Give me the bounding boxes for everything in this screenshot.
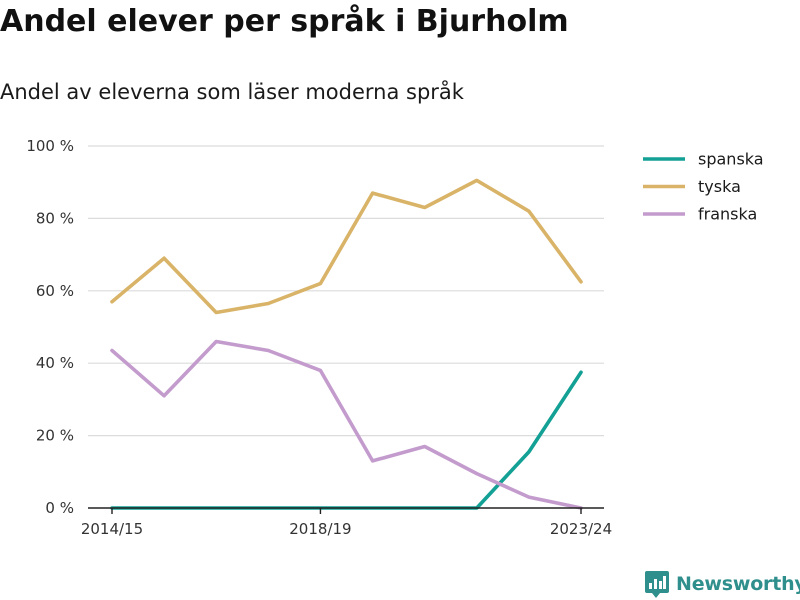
grid-lines: 0 % 20 % 40 % 60 % 80 % 100 % bbox=[26, 137, 604, 517]
legend-label-spanska: spanska bbox=[698, 150, 764, 169]
newsworthy-logo-icon bbox=[645, 571, 669, 598]
y-tick-label: 100 % bbox=[26, 137, 74, 155]
newsworthy-brand: Newsworthy bbox=[644, 568, 800, 600]
y-tick-label: 0 % bbox=[45, 499, 74, 517]
x-tick-label: 2018/19 bbox=[289, 520, 351, 538]
legend-label-tyska: tyska bbox=[698, 177, 741, 196]
y-tick-label: 40 % bbox=[36, 354, 74, 372]
x-axis: 2014/15 2018/19 2023/24 bbox=[81, 507, 612, 538]
series-line-franska bbox=[110, 339, 583, 510]
legend-label-franska: franska bbox=[698, 205, 757, 224]
chart-subtitle: Andel av eleverna som läser moderna språ… bbox=[0, 80, 464, 104]
chart-title: Andel elever per språk i Bjurholm bbox=[0, 4, 569, 39]
legend: spanska tyska franska bbox=[643, 150, 764, 224]
brand-name: Newsworthy bbox=[676, 573, 800, 595]
series-lines bbox=[110, 178, 583, 510]
x-tick-label: 2023/24 bbox=[550, 520, 612, 538]
series-line-tyska bbox=[110, 178, 583, 315]
y-tick-label: 60 % bbox=[36, 282, 74, 300]
y-tick-label: 20 % bbox=[36, 427, 74, 445]
y-tick-label: 80 % bbox=[36, 209, 74, 227]
x-tick-label: 2014/15 bbox=[81, 520, 143, 538]
